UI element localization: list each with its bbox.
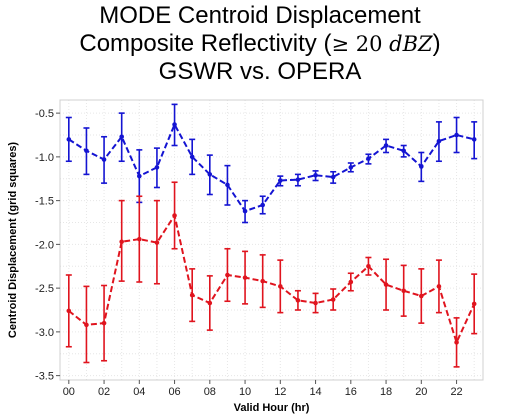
data-point (330, 297, 336, 302)
data-point (207, 172, 213, 177)
y-tick-label: -1.0 (35, 152, 54, 164)
title-threshold-value: 20 (355, 32, 383, 56)
data-point (454, 132, 459, 138)
data-point (260, 202, 265, 208)
data-point (137, 173, 142, 179)
title-unit: dBZ (389, 32, 433, 56)
x-tick-label: 16 (345, 386, 357, 398)
title-line-2-prefix: Composite Reflectivity ( (79, 30, 332, 57)
data-point (330, 174, 336, 180)
data-point (84, 148, 89, 154)
data-point (101, 320, 107, 326)
x-tick-label: 22 (450, 386, 462, 398)
title-line-1: MODE Centroid Displacement (99, 2, 421, 29)
x-tick-label: 18 (380, 386, 392, 398)
x-axis-ticks: 00 02 04 06 08 10 12 14 16 18 20 22 (63, 380, 463, 398)
data-point (401, 288, 406, 294)
x-tick-label: 06 (168, 386, 180, 398)
series-line (68, 212, 476, 346)
x-tick-label: 20 (415, 386, 427, 398)
data-point (419, 293, 424, 299)
data-point (260, 278, 265, 284)
data-point (172, 122, 177, 127)
data-point (366, 263, 371, 269)
data-point (154, 240, 160, 245)
title-ge-symbol: ≥ (331, 32, 350, 56)
plot-area-frame (59, 99, 484, 381)
data-point (383, 282, 389, 287)
title-line-2: Composite Reflectivity (≥ 20 dBZ) (0, 30, 520, 58)
x-tick-label: 08 (204, 386, 216, 398)
data-point (295, 298, 301, 303)
data-point (348, 165, 354, 170)
y-tick-label: -3.5 (35, 371, 54, 383)
x-tick-label: 14 (309, 386, 321, 398)
x-tick-label: 00 (63, 386, 75, 398)
y-tick-label: -0.5 (35, 108, 54, 120)
data-point (366, 156, 371, 161)
data-point (278, 284, 283, 289)
y-tick-label: -2.5 (35, 283, 54, 295)
x-tick-label: 04 (133, 386, 145, 398)
y-axis-ticks: -0.5 -1.0 -1.5 -2.0 -2.5 -3.0 -3.5 (35, 108, 60, 383)
data-point (471, 301, 477, 307)
data-point (401, 148, 406, 154)
data-point (436, 138, 442, 144)
data-point (225, 272, 230, 278)
title-line-3: GSWR vs. OPERA (158, 58, 362, 85)
data-point (189, 154, 195, 160)
series-0 (65, 103, 478, 224)
data-point (419, 164, 424, 169)
data-point (313, 172, 318, 178)
data-point (348, 279, 354, 285)
x-tick-label: 02 (98, 386, 110, 398)
y-tick-label: -3.0 (35, 327, 54, 339)
data-point (471, 137, 477, 142)
data-point (119, 134, 124, 140)
x-axis-label: Valid Hour (hr) (234, 402, 310, 414)
data-point (172, 213, 177, 218)
data-point (66, 308, 72, 314)
y-tick-label: -1.5 (35, 196, 54, 208)
data-point (295, 177, 301, 182)
x-tick-label: 10 (239, 386, 251, 398)
y-axis-label: Centroid Displacement (grid squares) (7, 142, 19, 339)
series-line (68, 122, 475, 213)
data-point (454, 340, 459, 345)
data-point (189, 292, 195, 298)
x-tick-label: 12 (274, 386, 286, 398)
data-point (137, 236, 142, 242)
chart-title: MODE Centroid Displacement Composite Ref… (0, 2, 520, 86)
data-point (84, 322, 89, 328)
data-point (225, 182, 230, 188)
data-point (154, 165, 160, 170)
series-1 (65, 181, 478, 368)
data-point (66, 137, 72, 142)
data-point (119, 239, 124, 245)
data-point (436, 284, 442, 289)
y-tick-label: -2.0 (35, 239, 54, 251)
series-layer (65, 103, 478, 368)
title-line-2-suffix: ) (432, 30, 441, 57)
data-point (207, 300, 213, 306)
data-point (383, 143, 389, 148)
data-point (101, 157, 107, 162)
data-point (278, 178, 283, 183)
data-point (242, 208, 248, 214)
data-point (242, 275, 248, 280)
data-point (313, 300, 318, 306)
